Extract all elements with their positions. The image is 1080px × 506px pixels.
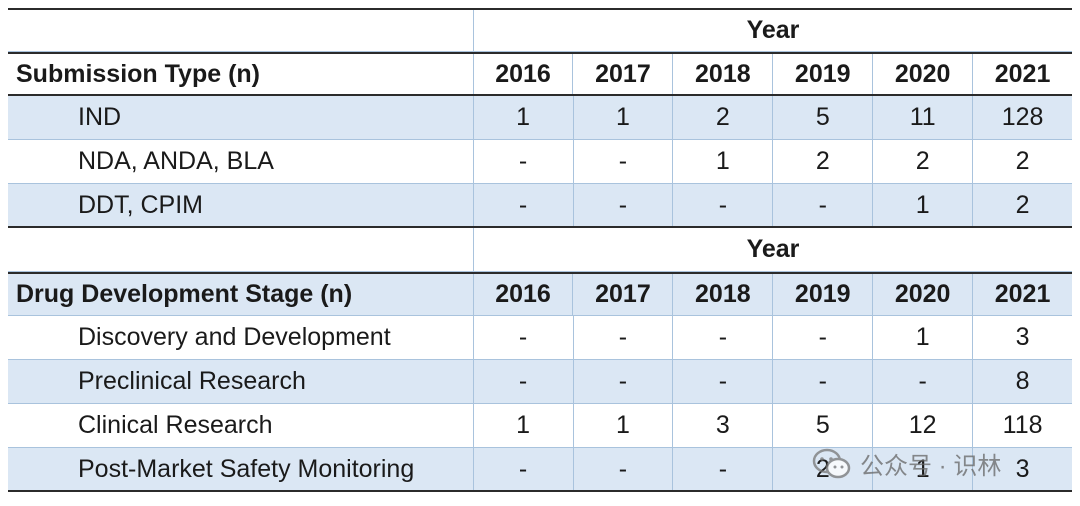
table-cell: 1	[672, 140, 772, 183]
row-label: DDT, CPIM	[78, 190, 203, 219]
table-cell: -	[772, 360, 872, 403]
row-label: Discovery and Development	[78, 323, 391, 351]
table2-year-2020: 2020	[872, 274, 972, 315]
table-cell: -	[672, 448, 772, 490]
table2-header-row: Drug Development Stage (n) 2016 2017 201…	[8, 272, 1072, 316]
table-cell: 1	[872, 448, 972, 490]
table1-year-2021: 2021	[972, 54, 1072, 94]
table1-year-2016: 2016	[472, 54, 573, 94]
table-cell: -	[572, 448, 673, 490]
table2-year-row: Year	[8, 228, 1072, 272]
table-cell: -	[672, 360, 772, 403]
table-cell: 5	[772, 404, 872, 447]
table-row: NDA, ANDA, BLA - - 1 2 2 2	[8, 140, 1072, 184]
table-cell: 118	[972, 404, 1072, 447]
table1-year-2017: 2017	[572, 54, 672, 94]
table-cell: -	[772, 184, 872, 226]
table-cell: 11	[872, 96, 972, 139]
table-cell: 2	[872, 140, 972, 183]
table1-year-2019: 2019	[772, 54, 872, 94]
table-cell: 1	[572, 404, 673, 447]
table2-year-2018: 2018	[672, 274, 772, 315]
row-label: Post-Market Safety Monitoring	[78, 454, 415, 483]
table-cell: -	[472, 140, 573, 183]
table2-year-header: Year	[473, 228, 1072, 271]
table-cell: -	[472, 316, 573, 359]
row-label: NDA, ANDA, BLA	[78, 147, 274, 175]
table-cell: 2	[972, 184, 1072, 226]
table2-year-2016: 2016	[472, 274, 573, 315]
row-label: Clinical Research	[78, 411, 273, 439]
table2-year-2019: 2019	[772, 274, 872, 315]
table-cell: -	[572, 140, 673, 183]
watermark: 公众号 · 识林	[812, 446, 1001, 481]
table-cell: 3	[672, 404, 772, 447]
table-cell: 8	[972, 360, 1072, 403]
table-cell: 1	[872, 184, 972, 226]
table-row: Clinical Research 1 1 3 5 12 118	[8, 404, 1072, 448]
table1-year-row: Year	[8, 8, 1072, 52]
table-cell: -	[572, 316, 673, 359]
table-cell: -	[572, 184, 673, 226]
table-cell: 2	[672, 96, 772, 139]
table-cell: -	[872, 360, 972, 403]
table-row: IND 1 1 2 5 11 128	[8, 96, 1072, 140]
table-cell: -	[772, 316, 872, 359]
table-cell: 3	[972, 316, 1072, 359]
table1-year-header: Year	[473, 10, 1072, 51]
table-cell: -	[472, 184, 573, 226]
table-cell: -	[472, 360, 573, 403]
data-table: Year Submission Type (n) 2016 2017 2018 …	[8, 8, 1072, 492]
row-label: IND	[78, 103, 122, 131]
row-label: Preclinical Research	[78, 367, 306, 395]
table-row: DDT, CPIM - - - - 1 2	[8, 184, 1072, 228]
table-row: Preclinical Research - - - - - 8	[8, 360, 1072, 404]
table1-year-2018: 2018	[672, 54, 772, 94]
table-cell: 12	[872, 404, 972, 447]
table1-year-2020: 2020	[872, 54, 972, 94]
table-cell: -	[672, 316, 772, 359]
table2-year-2021: 2021	[972, 274, 1072, 315]
table-cell: 128	[972, 96, 1072, 139]
table1-header-row: Submission Type (n) 2016 2017 2018 2019 …	[8, 52, 1072, 96]
table-cell: 2	[772, 448, 872, 490]
table-cell: 1	[472, 96, 573, 139]
table-cell: 2	[772, 140, 872, 183]
table-cell: -	[472, 448, 573, 490]
table-cell: -	[672, 184, 772, 226]
table2-row-header: Drug Development Stage (n)	[16, 280, 353, 308]
table-cell: 2	[972, 140, 1072, 183]
table-row: Discovery and Development - - - - 1 3	[8, 316, 1072, 360]
watermark-text: 公众号 · 识林	[860, 453, 1002, 480]
wechat-icon	[812, 448, 851, 478]
table-cell: 5	[772, 96, 872, 139]
table-cell: 1	[472, 404, 573, 447]
table-cell: -	[572, 360, 673, 403]
table-cell: 3	[972, 448, 1072, 490]
table-row: Post-Market Safety Monitoring - - - 2 1 …	[8, 448, 1072, 492]
table-cell: 1	[872, 316, 972, 359]
table1-row-header: Submission Type (n)	[16, 59, 260, 88]
table2-year-2017: 2017	[572, 274, 672, 315]
table-cell: 1	[572, 96, 673, 139]
